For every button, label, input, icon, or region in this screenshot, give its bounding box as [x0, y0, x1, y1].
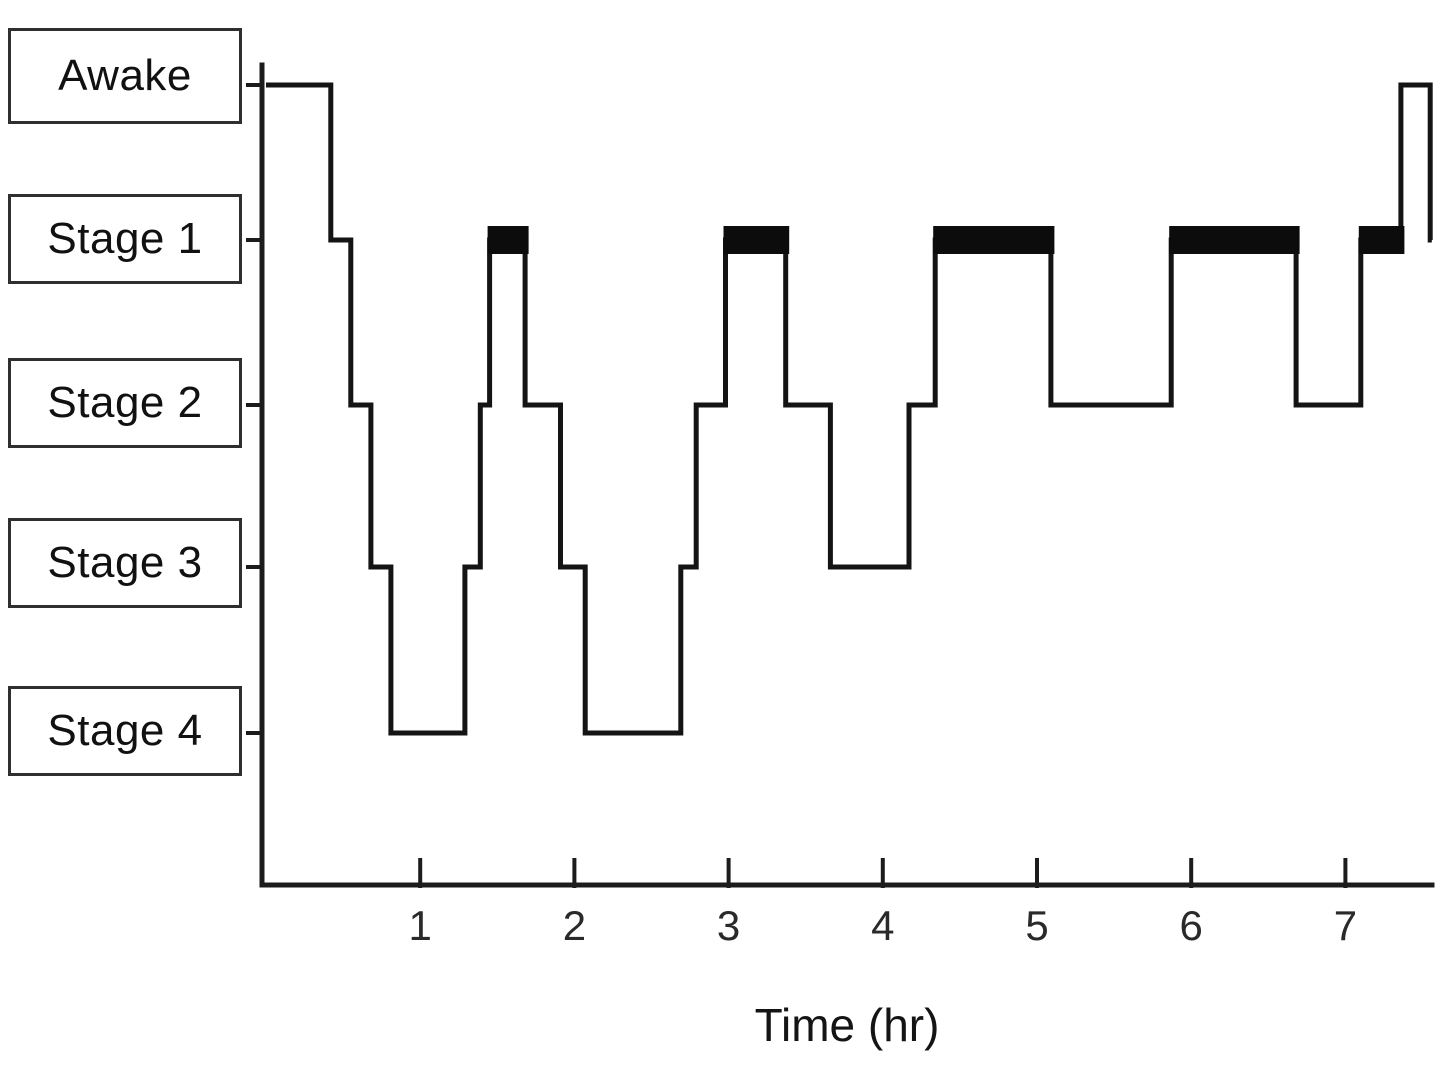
rem-period-bar	[933, 226, 1055, 254]
stage-label-box-awake: Awake	[8, 28, 242, 124]
stage-label-box-stage-4: Stage 4	[8, 686, 242, 776]
x-axis-title: Time (hr)	[754, 999, 940, 1051]
rem-period-bar	[1358, 226, 1405, 254]
stage-label-box-stage-2: Stage 2	[8, 358, 242, 448]
stage-label-box-stage-1: Stage 1	[8, 194, 242, 284]
stage-label-box-stage-3: Stage 3	[8, 518, 242, 608]
x-tick-label: 1	[409, 902, 432, 949]
sleep-stage-step-line	[266, 82, 1433, 736]
x-tick-label: 2	[563, 902, 586, 949]
x-tick-label: 4	[871, 902, 894, 949]
axes	[259, 62, 1435, 888]
x-tick-label: 5	[1025, 902, 1048, 949]
rem-period-bar	[1169, 226, 1300, 254]
rem-period-bar	[487, 226, 529, 254]
x-tick-label: 7	[1334, 902, 1357, 949]
rem-period-bar	[723, 226, 790, 254]
x-tick-label: 3	[717, 902, 740, 949]
x-tick-label: 6	[1180, 902, 1203, 949]
